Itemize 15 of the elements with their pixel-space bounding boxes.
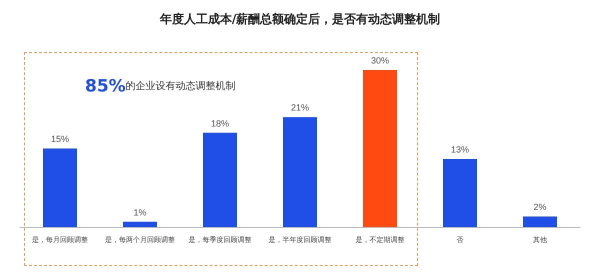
data-label: 1%: [133, 207, 147, 218]
bar: [523, 216, 557, 227]
bar: [123, 222, 157, 227]
bar: [203, 132, 237, 227]
data-label: 15%: [50, 134, 70, 144]
bar: [363, 70, 397, 227]
data-label: 21%: [290, 102, 310, 113]
data-label: 2%: [533, 202, 547, 212]
data-label: 30%: [370, 56, 390, 66]
data-label: 18%: [210, 118, 230, 128]
chart-title: 年度人工成本/薪酬总额确定后，是否有动态调整机制: [158, 12, 440, 26]
bar: [283, 117, 317, 227]
bar: [43, 148, 77, 227]
bar: [443, 158, 477, 227]
data-label: 13%: [450, 144, 470, 154]
